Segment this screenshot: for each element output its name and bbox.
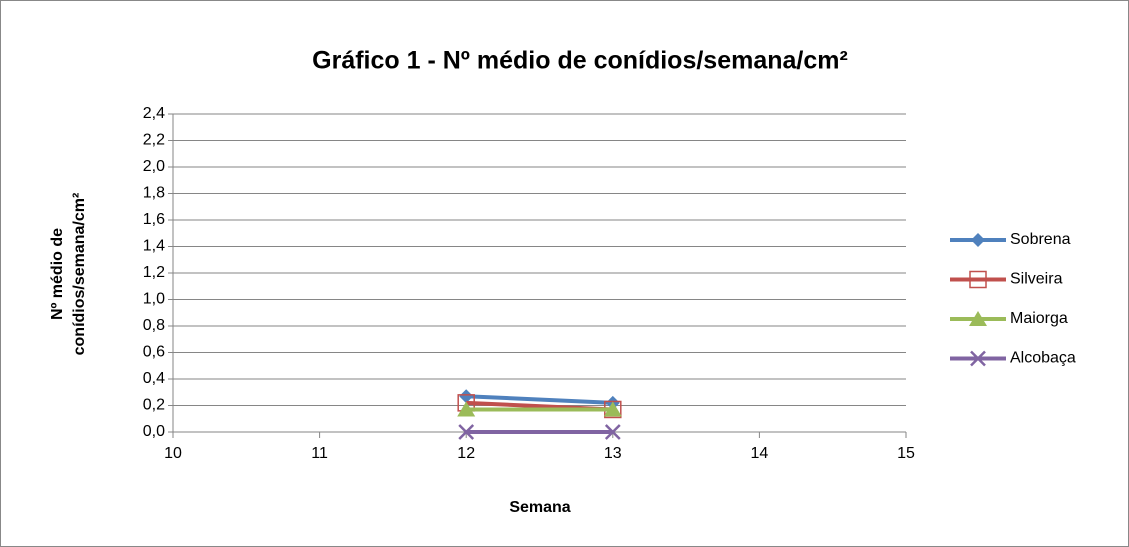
legend-label: Silveira <box>1010 271 1063 288</box>
y-tick-label: 0,2 <box>143 397 165 414</box>
x-tick-label: 13 <box>604 445 622 462</box>
y-tick-label: 1,8 <box>143 185 165 202</box>
marker <box>971 233 985 247</box>
marker <box>604 424 621 440</box>
series-line <box>466 394 613 405</box>
y-tick-label: 0,6 <box>143 344 165 361</box>
y-tick-label: 1,4 <box>143 238 165 255</box>
marker <box>970 350 986 367</box>
legend-label: Maiorga <box>1010 310 1068 327</box>
x-axis-title: Semana <box>509 499 570 516</box>
legend-label: Alcobaça <box>1010 350 1076 367</box>
y-tick-label: 1,2 <box>143 264 165 281</box>
marker <box>458 424 475 440</box>
marker <box>459 389 474 404</box>
y-tick-label: 1,6 <box>143 211 165 228</box>
x-tick-label: 11 <box>311 445 328 462</box>
y-axis-title: Nº médio de conídios/semana/cm² <box>49 193 88 356</box>
x-tick-label: 14 <box>751 445 769 462</box>
y-tick-label: 1,0 <box>143 291 165 308</box>
marker <box>969 311 987 326</box>
marker <box>603 401 622 417</box>
y-tick-label: 0,0 <box>143 423 165 440</box>
x-tick-label: 10 <box>164 445 182 462</box>
y-tick-label: 2,4 <box>143 105 165 122</box>
chart-title: Gráfico 1 - Nº médio de conídios/semana/… <box>312 47 848 75</box>
y-tick-label: 2,0 <box>143 158 165 175</box>
marker <box>457 401 476 417</box>
legend-label: Sobrena <box>1010 231 1071 248</box>
y-tick-label: 0,8 <box>143 317 165 334</box>
y-axis-title-line: conídios/semana/cm² <box>71 193 88 356</box>
x-tick-label: 12 <box>457 445 475 462</box>
y-tick-label: 0,4 <box>143 370 165 387</box>
y-tick-label: 2,2 <box>143 132 165 149</box>
marker <box>969 270 987 289</box>
y-axis-title-line: Nº médio de <box>49 228 66 320</box>
x-tick-label: 15 <box>897 445 915 462</box>
